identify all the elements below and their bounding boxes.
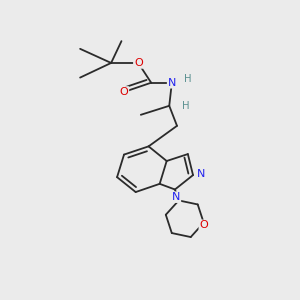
Text: O: O [199,220,208,230]
Text: H: H [182,101,189,111]
Text: N: N [168,78,176,88]
Text: O: O [120,87,128,97]
Text: N: N [197,169,206,179]
Text: O: O [134,58,142,68]
Text: H: H [184,74,191,84]
Text: N: N [172,192,180,202]
